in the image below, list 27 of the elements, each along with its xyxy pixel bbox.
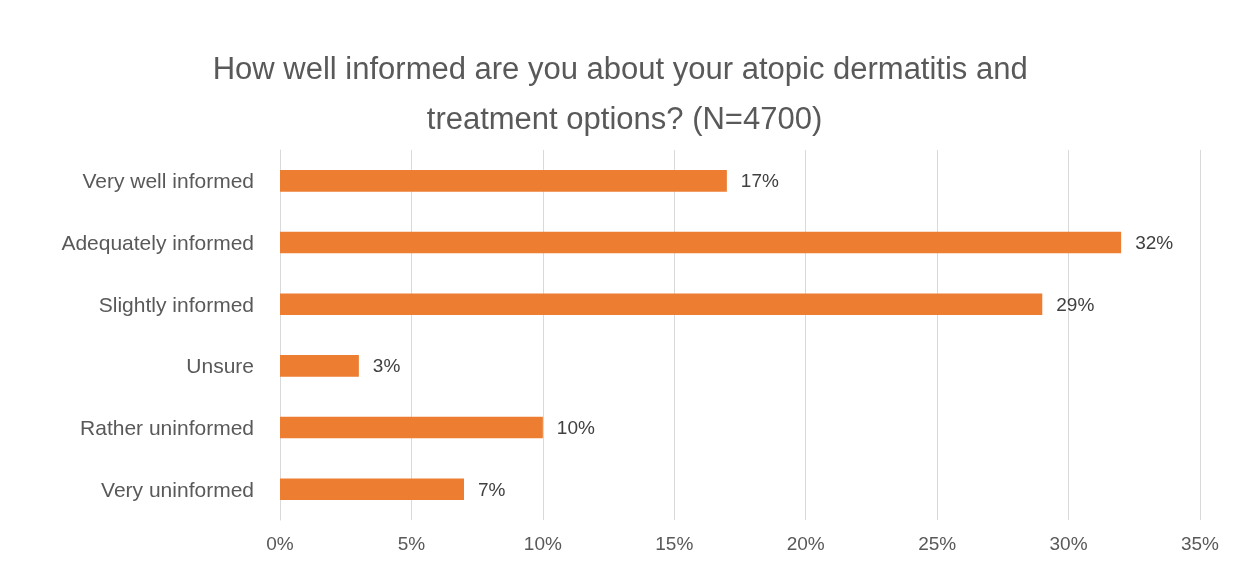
y-tick-label: Rather uninformed <box>80 416 254 439</box>
bar <box>280 355 359 377</box>
y-tick-label: Very uninformed <box>101 477 254 501</box>
x-tick-label: 15% <box>655 533 694 554</box>
data-label: 17% <box>740 170 779 192</box>
data-label: 29% <box>1056 293 1095 315</box>
data-label: 7% <box>478 478 506 500</box>
x-tick-label: 20% <box>786 533 825 554</box>
x-tick-label: 0% <box>266 533 294 554</box>
chart-title: How well informed are you about your atopic dermatitis and treatment options? (N=4700) <box>212 50 1037 136</box>
bar <box>280 170 727 192</box>
x-tick-label: 35% <box>1180 533 1220 554</box>
bar <box>280 231 1122 254</box>
y-tick-label: Very well informed <box>82 169 254 193</box>
data-label: 32% <box>1135 232 1174 253</box>
y-tick-label: Slightly informed <box>98 292 254 316</box>
bar <box>280 416 543 439</box>
y-tick-label: Adequately informed <box>61 231 254 254</box>
bar <box>280 478 464 500</box>
x-tick-label: 30% <box>1049 533 1088 554</box>
x-tick-label: 10% <box>523 533 562 554</box>
data-label: 10% <box>556 417 595 438</box>
data-label: 3% <box>372 355 401 377</box>
bar <box>280 293 1043 315</box>
x-tick-label: 25% <box>918 533 957 554</box>
y-tick-label: Unsure <box>186 354 254 378</box>
x-tick-label: 5% <box>397 533 426 554</box>
